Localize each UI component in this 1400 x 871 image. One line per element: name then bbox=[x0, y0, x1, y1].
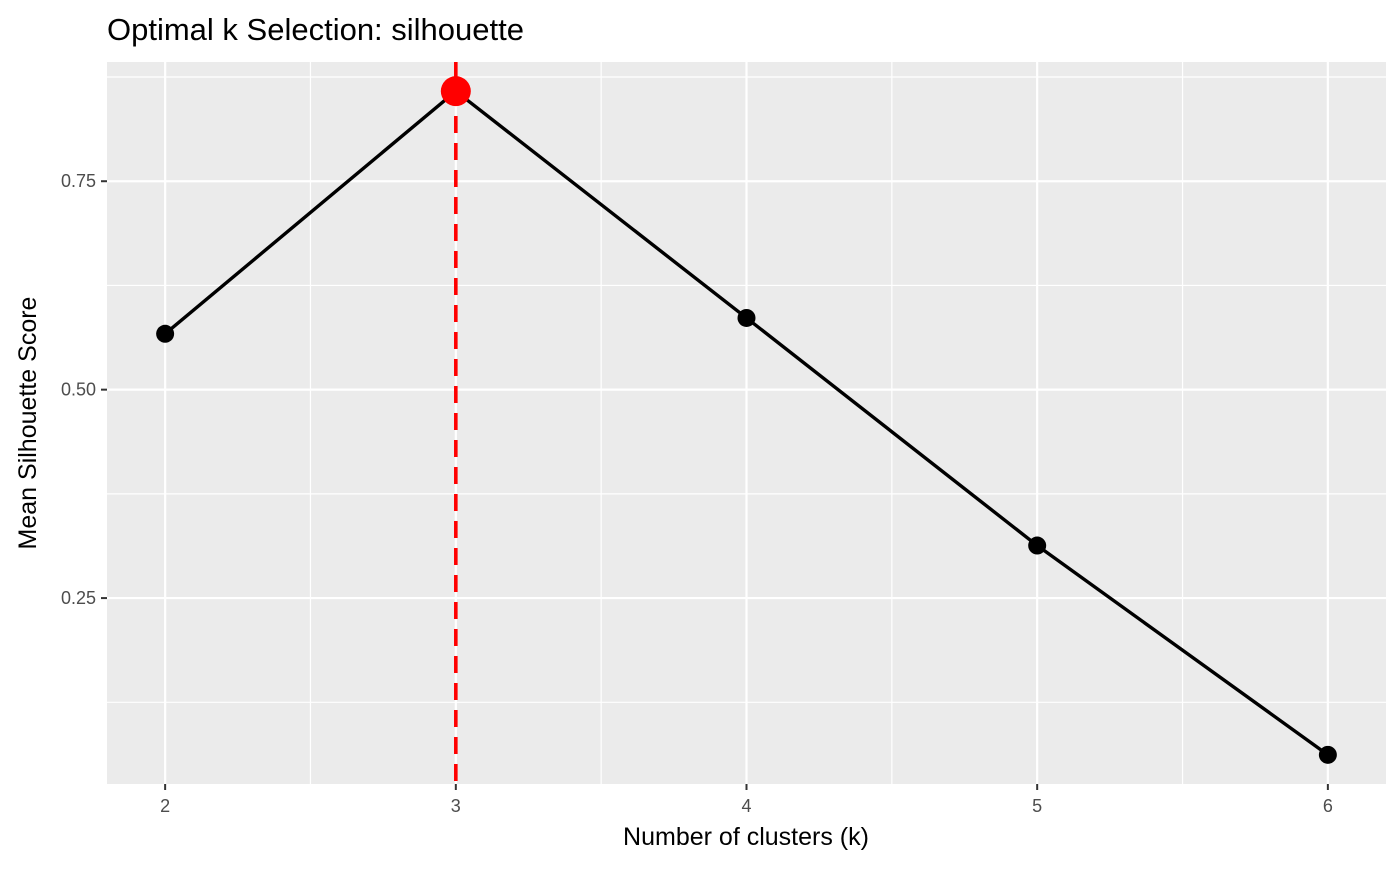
chart-title: Optimal k Selection: silhouette bbox=[107, 12, 524, 47]
x-tick-label: 2 bbox=[160, 796, 170, 816]
x-tick-label: 4 bbox=[741, 796, 751, 816]
y-tick-label: 0.25 bbox=[61, 588, 96, 608]
y-tick-label: 0.75 bbox=[61, 171, 96, 191]
data-point bbox=[1028, 536, 1047, 555]
x-tick-label: 5 bbox=[1032, 796, 1042, 816]
optimal-k-point bbox=[440, 76, 471, 107]
data-point bbox=[737, 308, 756, 327]
x-tick-label: 3 bbox=[451, 796, 461, 816]
x-axis-label: Number of clusters (k) bbox=[623, 823, 869, 851]
data-point bbox=[156, 324, 175, 343]
y-tick-label: 0.50 bbox=[61, 380, 96, 400]
data-point bbox=[1318, 745, 1337, 764]
major-grid bbox=[107, 62, 1386, 784]
y-axis: 0.25 0.50 0.75 bbox=[61, 171, 107, 608]
x-axis: 2 3 4 5 6 bbox=[160, 784, 1333, 816]
y-axis-label: Mean Silhouette Score bbox=[14, 297, 42, 550]
x-tick-label: 6 bbox=[1323, 796, 1333, 816]
series-layer bbox=[156, 62, 1337, 784]
